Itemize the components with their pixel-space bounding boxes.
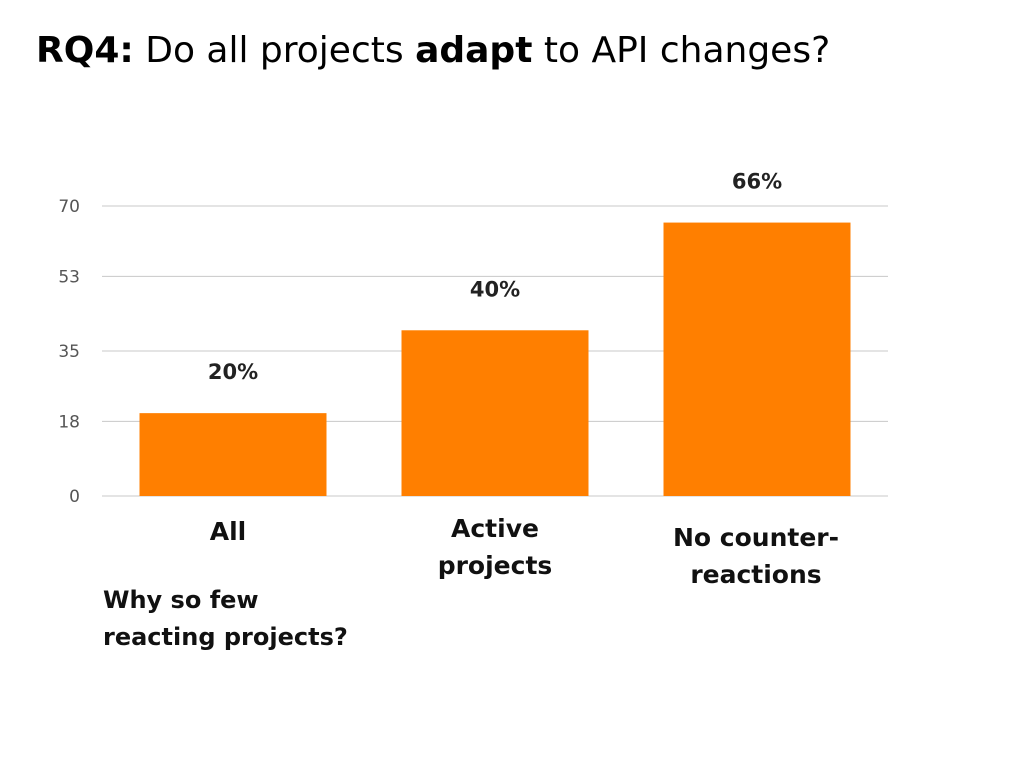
y-tick-label: 35 bbox=[58, 342, 80, 362]
question-note: Why so few reacting projects? bbox=[103, 582, 423, 656]
y-tick-label: 18 bbox=[58, 412, 80, 432]
slide-title: RQ4: Do all projects adapt to API change… bbox=[36, 30, 830, 71]
category-label-line: reactions bbox=[690, 560, 822, 589]
note-line: Why so few bbox=[103, 586, 259, 614]
category-label-line: Active bbox=[451, 514, 539, 543]
title-part2: to API changes? bbox=[532, 30, 831, 71]
bar bbox=[401, 330, 589, 496]
note-line: reacting projects? bbox=[103, 623, 348, 651]
data-label: 66% bbox=[732, 170, 782, 194]
data-label: 20% bbox=[208, 360, 258, 384]
bar bbox=[139, 413, 327, 496]
category-label-active: Active projects bbox=[375, 510, 615, 584]
title-part1: Do all projects bbox=[133, 30, 416, 71]
category-label-no-counter: No counter- reactions bbox=[636, 519, 876, 593]
category-label-line: No counter- bbox=[672, 523, 839, 552]
bar bbox=[663, 222, 851, 497]
y-tick-label: 0 bbox=[69, 487, 80, 507]
y-tick-label: 70 bbox=[58, 197, 80, 217]
title-emphasis: adapt bbox=[415, 30, 533, 71]
category-label-line: projects bbox=[437, 551, 553, 580]
category-label-line: All bbox=[209, 517, 247, 546]
title-prefix: RQ4: bbox=[36, 30, 134, 71]
y-tick-label: 53 bbox=[58, 267, 80, 287]
data-label: 40% bbox=[470, 277, 520, 301]
category-label-all: All bbox=[108, 513, 348, 550]
